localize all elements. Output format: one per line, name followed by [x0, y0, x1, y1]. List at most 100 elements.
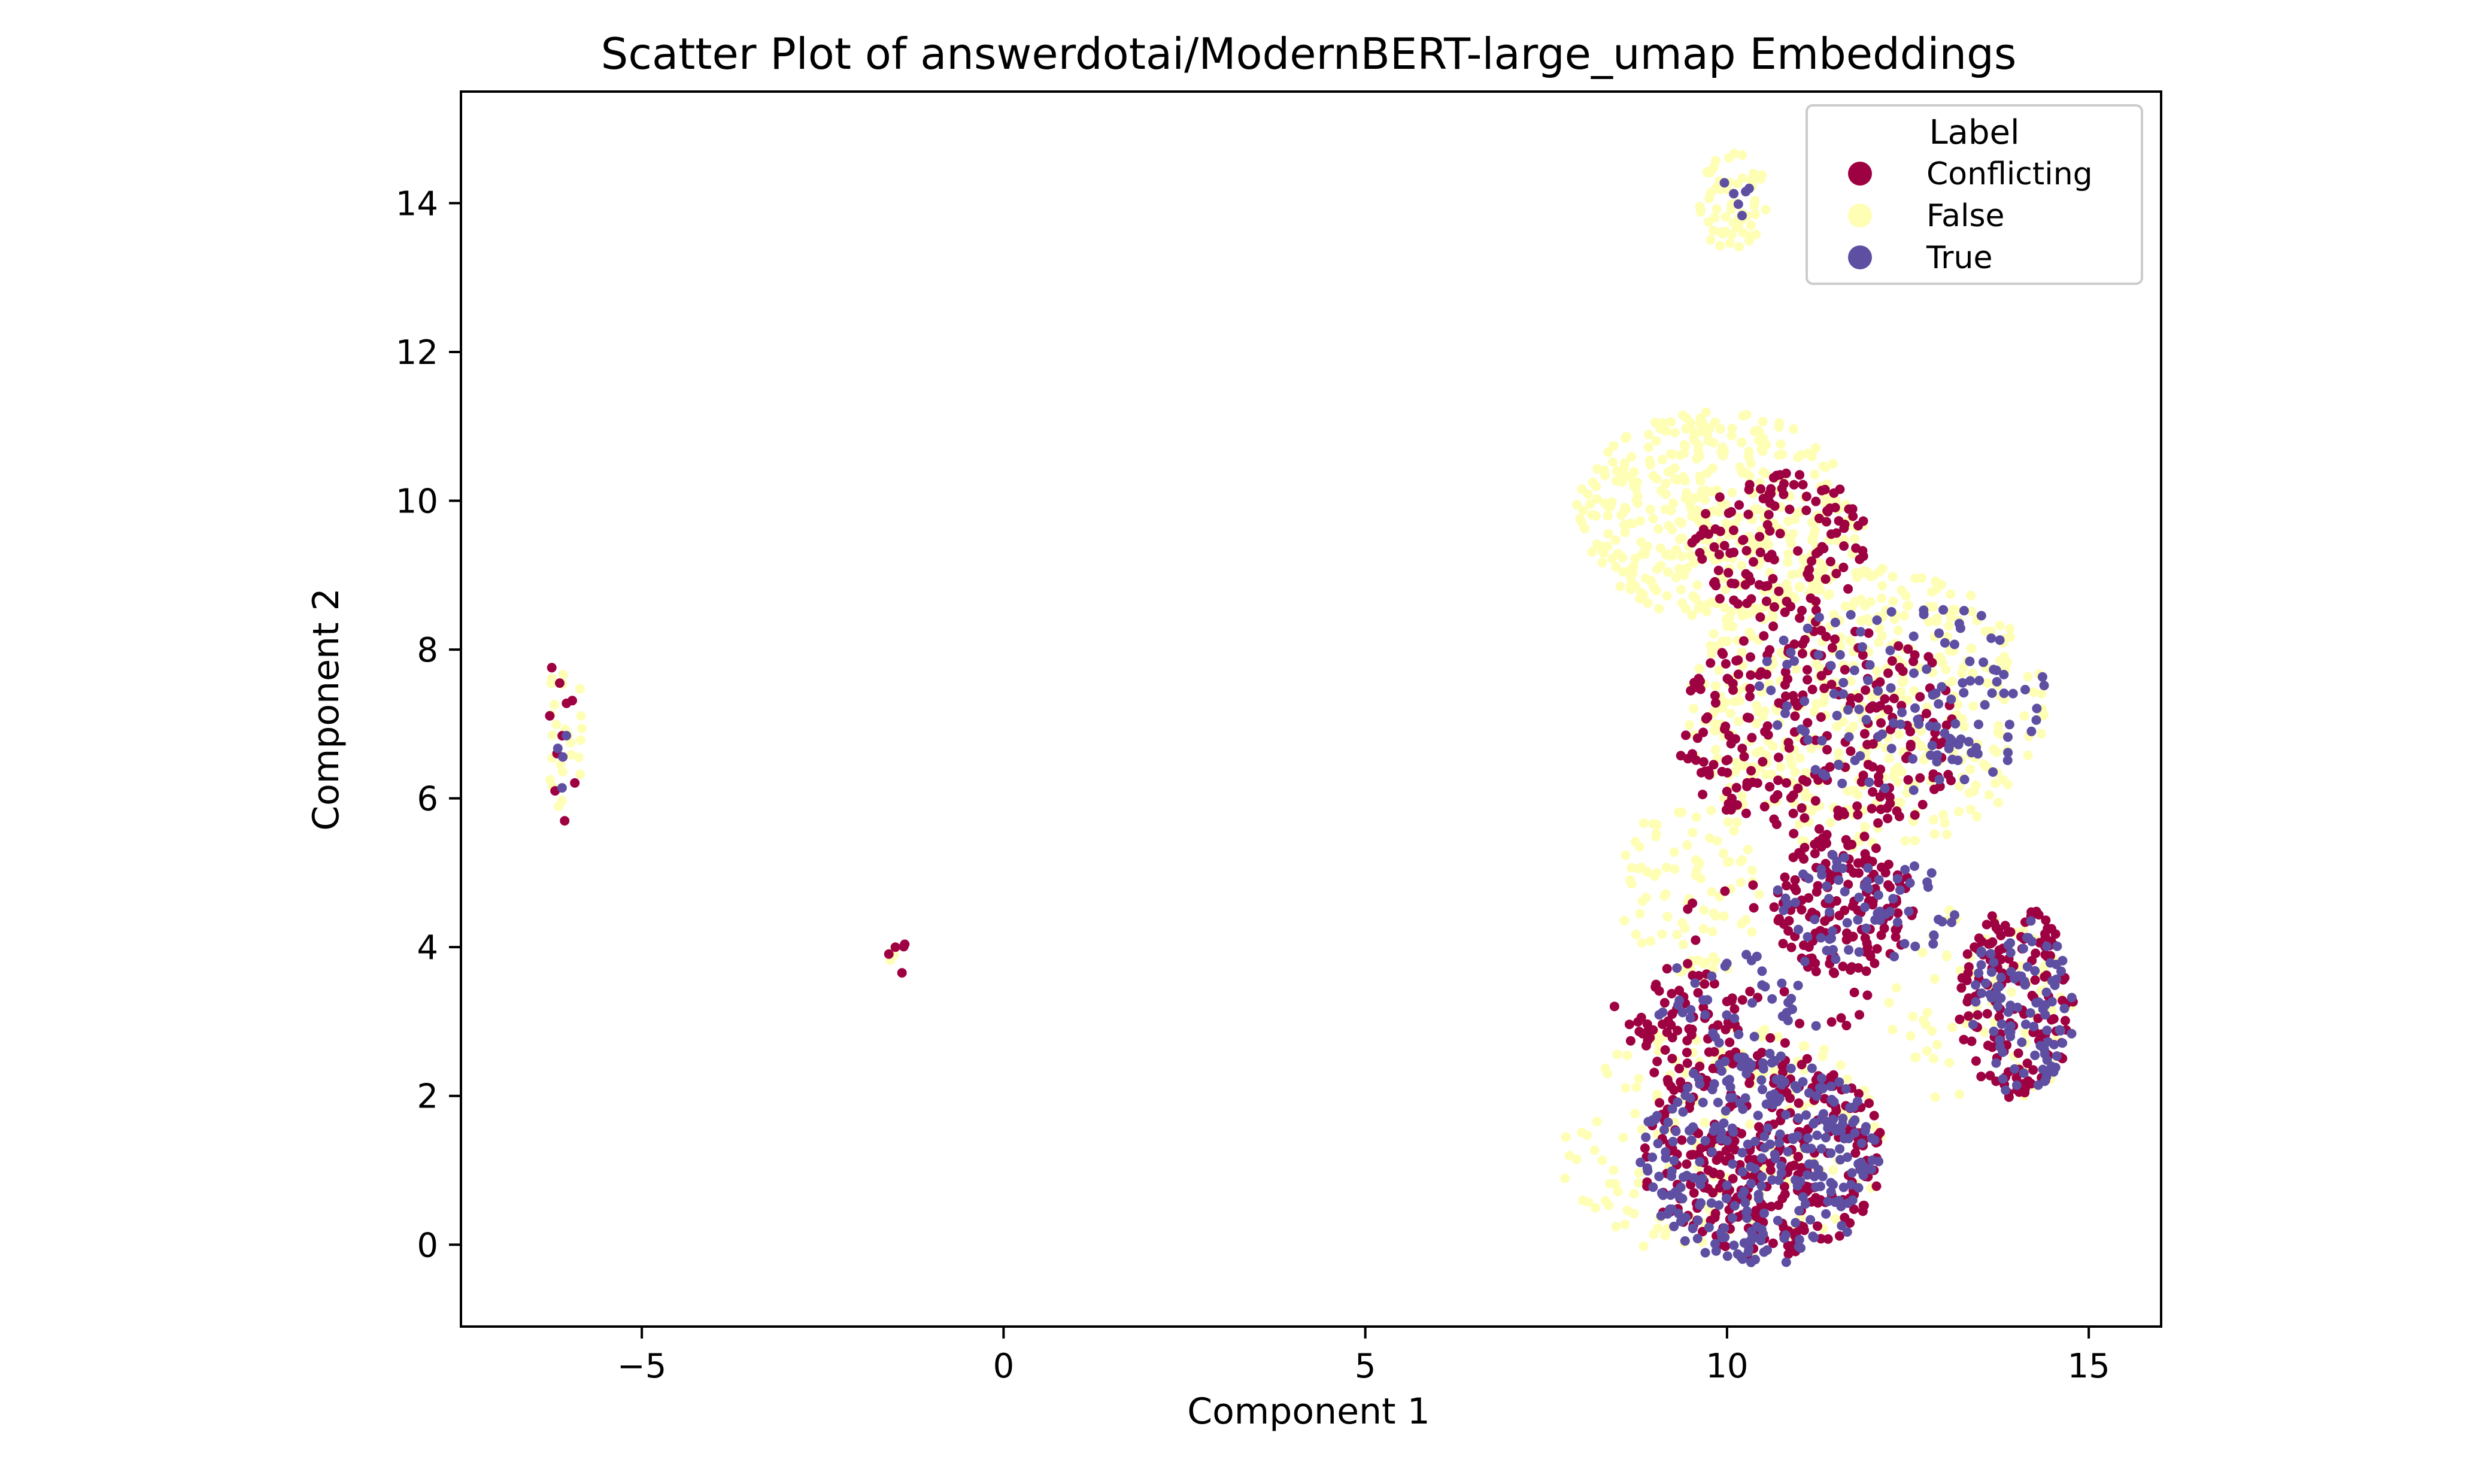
point-true	[1671, 1126, 1681, 1136]
point-true	[1856, 627, 1866, 637]
point-conflicting	[1720, 886, 1730, 896]
y-tick-label: 12	[396, 333, 438, 372]
point-conflicting	[1810, 958, 1820, 968]
point-conflicting	[1715, 1151, 1724, 1161]
point-true	[1986, 633, 1996, 644]
point-true	[2031, 715, 2041, 725]
point-false	[1922, 1007, 1932, 1018]
point-conflicting	[1755, 612, 1765, 622]
point-false	[1884, 753, 1894, 763]
point-conflicting	[1771, 820, 1782, 829]
point-false	[1620, 527, 1630, 538]
point-conflicting	[1982, 919, 1992, 930]
point-conflicting	[2049, 1014, 2059, 1024]
point-conflicting	[1701, 714, 1711, 724]
point-true	[1753, 1110, 1763, 1121]
point-true	[1834, 760, 1844, 769]
point-true	[1988, 767, 1998, 777]
point-conflicting	[1710, 698, 1721, 708]
point-false	[1819, 563, 1829, 573]
point-true	[1729, 189, 1739, 199]
point-conflicting	[1758, 493, 1768, 503]
point-true	[1669, 1155, 1679, 1166]
point-conflicting	[1811, 496, 1821, 506]
point-false	[1893, 626, 1903, 635]
point-conflicting	[1910, 650, 1920, 660]
point-conflicting	[1797, 905, 1807, 915]
point-conflicting	[1710, 691, 1720, 700]
y-tick-label: 2	[417, 1078, 438, 1116]
point-false	[1776, 648, 1786, 658]
point-false	[2020, 1028, 2031, 1037]
point-true	[1765, 1139, 1775, 1149]
point-true	[1825, 907, 1835, 917]
point-conflicting	[899, 942, 909, 952]
point-conflicting	[1746, 670, 1756, 680]
point-false	[1597, 542, 1607, 552]
point-true	[1757, 966, 1767, 976]
point-true	[1959, 775, 1970, 785]
point-conflicting	[1759, 631, 1769, 641]
point-false	[1947, 1022, 1958, 1033]
point-true	[1854, 704, 1864, 714]
point-false	[1663, 567, 1673, 577]
point-false	[1631, 483, 1641, 493]
point-true	[2056, 966, 2066, 976]
point-conflicting	[1667, 988, 1677, 999]
point-false	[1630, 554, 1640, 564]
point-false	[1620, 1219, 1630, 1230]
point-conflicting	[1779, 987, 1789, 997]
point-false	[1951, 605, 1961, 615]
point-conflicting	[1649, 1067, 1659, 1078]
point-false	[1986, 626, 1996, 636]
point-true	[2011, 1080, 2022, 1090]
point-conflicting	[1726, 739, 1736, 749]
point-true	[1659, 1125, 1669, 1135]
point-false	[1670, 1118, 1680, 1127]
point-conflicting	[1745, 684, 1755, 694]
point-true	[2022, 961, 2032, 972]
point-true	[1950, 719, 1961, 729]
point-conflicting	[1923, 652, 1934, 662]
point-false	[1692, 508, 1702, 518]
point-true	[1776, 1161, 1786, 1171]
point-true	[1846, 1180, 1856, 1190]
point-false	[1734, 512, 1744, 523]
point-true	[1814, 612, 1824, 623]
point-false	[1701, 606, 1712, 617]
point-true	[1794, 1206, 1804, 1216]
point-false	[1998, 775, 2008, 785]
point-conflicting	[1676, 1077, 1686, 1087]
point-conflicting	[1816, 626, 1826, 636]
point-conflicting	[1625, 1036, 1635, 1046]
legend-label-true: True	[1926, 240, 1992, 276]
point-false	[1692, 580, 1703, 590]
point-false	[1688, 703, 1698, 714]
point-true	[1989, 957, 1999, 967]
point-true	[1770, 1056, 1780, 1066]
point-false	[1752, 700, 1762, 711]
point-false	[1893, 777, 1903, 787]
point-true	[1992, 982, 2002, 992]
point-true	[1653, 1139, 1663, 1149]
point-conflicting	[1858, 546, 1868, 556]
point-false	[1699, 905, 1709, 915]
point-conflicting	[1642, 1019, 1652, 1029]
point-conflicting	[1869, 702, 1879, 712]
point-true	[1783, 997, 1794, 1007]
point-false	[1676, 584, 1686, 594]
point-conflicting	[1715, 594, 1725, 604]
point-true	[1863, 675, 1873, 685]
point-conflicting	[884, 949, 894, 959]
point-false	[1744, 627, 1755, 638]
point-conflicting	[1819, 544, 1829, 554]
point-false	[1930, 1092, 1940, 1102]
point-true	[1679, 1172, 1688, 1182]
point-true	[1959, 606, 1969, 616]
point-conflicting	[1959, 1034, 1969, 1045]
point-conflicting	[1725, 1037, 1735, 1048]
point-conflicting	[1853, 858, 1863, 868]
point-true	[1874, 875, 1884, 885]
point-true	[1759, 1131, 1770, 1142]
